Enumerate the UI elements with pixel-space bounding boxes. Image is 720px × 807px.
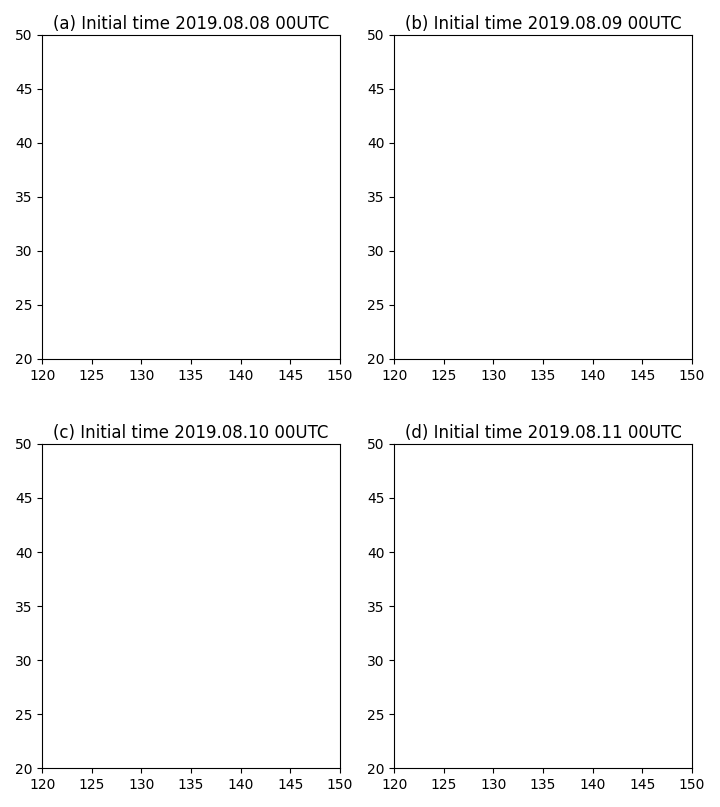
Title: (a) Initial time 2019.08.08 00UTC: (a) Initial time 2019.08.08 00UTC — [53, 15, 329, 33]
Title: (b) Initial time 2019.08.09 00UTC: (b) Initial time 2019.08.09 00UTC — [405, 15, 681, 33]
Title: (d) Initial time 2019.08.11 00UTC: (d) Initial time 2019.08.11 00UTC — [405, 424, 681, 442]
Title: (c) Initial time 2019.08.10 00UTC: (c) Initial time 2019.08.10 00UTC — [53, 424, 329, 442]
